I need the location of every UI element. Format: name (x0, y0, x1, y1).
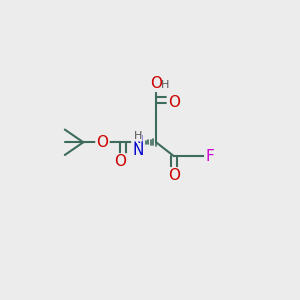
Text: H: H (161, 80, 169, 89)
Text: O: O (97, 135, 109, 150)
Text: N: N (132, 143, 144, 158)
Text: O: O (114, 154, 126, 169)
Text: H: H (134, 131, 142, 141)
Text: O: O (168, 95, 180, 110)
Text: F: F (205, 148, 214, 164)
Text: N: N (132, 135, 144, 150)
Text: O: O (168, 168, 180, 183)
Text: O: O (150, 76, 162, 91)
